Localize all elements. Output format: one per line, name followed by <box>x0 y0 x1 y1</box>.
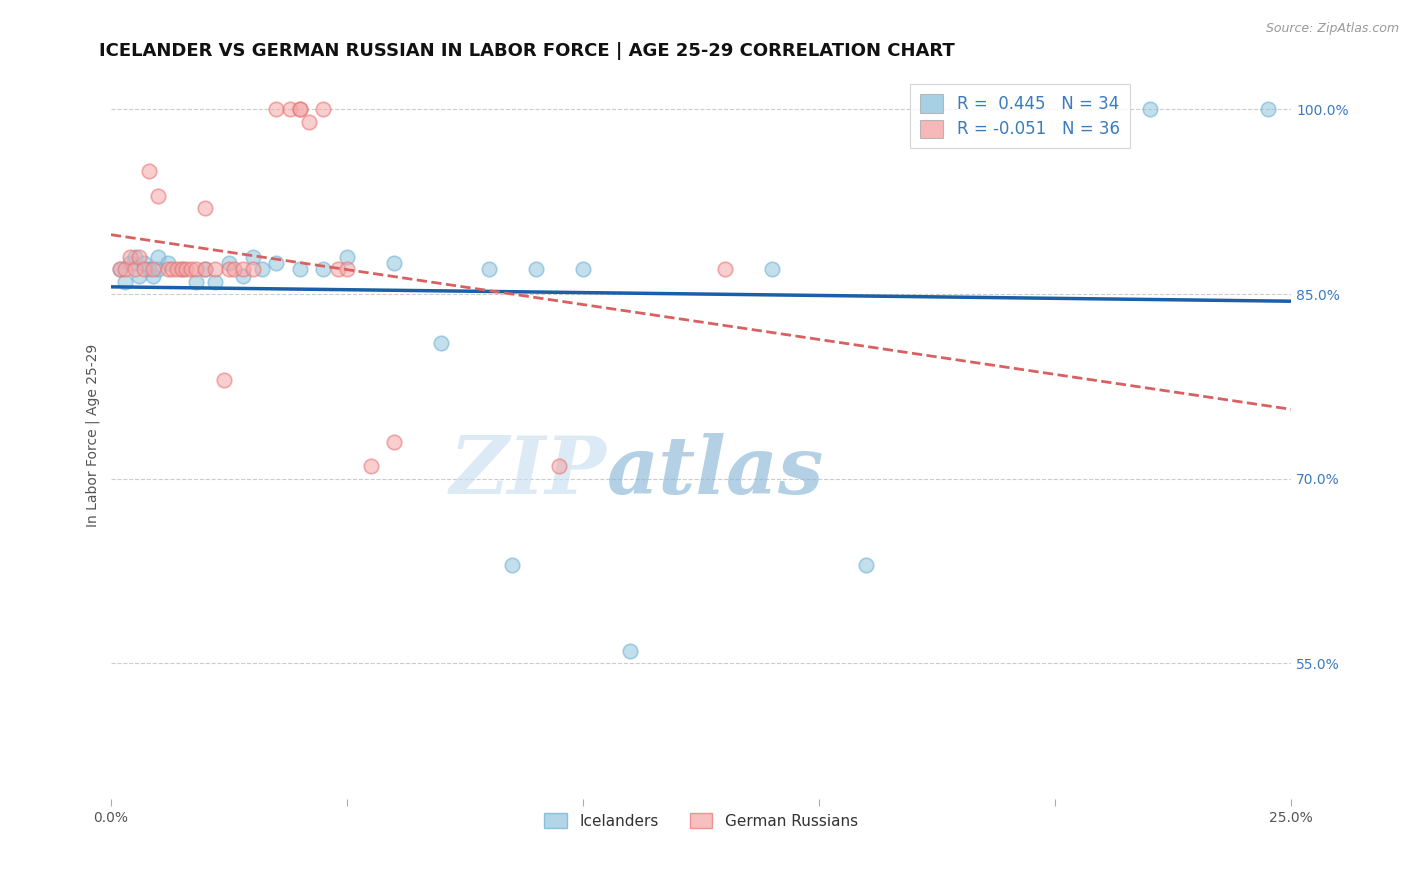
Point <box>132 262 155 277</box>
Point <box>114 262 136 277</box>
Text: ICELANDER VS GERMAN RUSSIAN IN LABOR FORCE | AGE 25-29 CORRELATION CHART: ICELANDER VS GERMAN RUSSIAN IN LABOR FOR… <box>98 42 955 60</box>
Point <box>298 114 321 128</box>
Point <box>170 262 193 277</box>
Point <box>138 262 160 277</box>
Point <box>222 262 245 277</box>
Point <box>264 103 287 117</box>
Point <box>312 103 335 117</box>
Point <box>326 262 349 277</box>
Point <box>288 103 311 117</box>
Point <box>142 262 165 277</box>
Point <box>548 459 571 474</box>
Point <box>1257 103 1279 117</box>
Point <box>114 275 136 289</box>
Text: Source: ZipAtlas.com: Source: ZipAtlas.com <box>1265 22 1399 36</box>
Point <box>288 262 311 277</box>
Point <box>180 262 202 277</box>
Point <box>162 262 184 277</box>
Point <box>194 201 217 215</box>
Point <box>156 262 179 277</box>
Point <box>170 262 193 277</box>
Point <box>288 103 311 117</box>
Point <box>156 256 179 270</box>
Point <box>176 262 198 277</box>
Point <box>218 256 240 270</box>
Point <box>242 250 264 264</box>
Point <box>118 250 141 264</box>
Point <box>184 262 207 277</box>
Point <box>128 268 150 283</box>
Point <box>194 262 217 277</box>
Point <box>501 558 523 572</box>
Point <box>619 644 641 658</box>
Point <box>336 250 359 264</box>
Point <box>524 262 547 277</box>
Point <box>118 256 141 270</box>
Point <box>430 336 453 351</box>
Point <box>142 268 165 283</box>
Point <box>184 275 207 289</box>
Legend: Icelanders, German Russians: Icelanders, German Russians <box>538 806 863 835</box>
Point <box>194 262 217 277</box>
Point <box>312 262 335 277</box>
Point <box>855 558 877 572</box>
Point <box>146 262 169 277</box>
Point <box>264 256 287 270</box>
Point <box>336 262 359 277</box>
Point <box>204 275 226 289</box>
Point <box>204 262 226 277</box>
Point <box>138 164 160 178</box>
Point <box>1139 103 1161 117</box>
Point <box>382 256 405 270</box>
Y-axis label: In Labor Force | Age 25-29: In Labor Force | Age 25-29 <box>86 344 100 527</box>
Point <box>110 262 132 277</box>
Point <box>146 188 169 202</box>
Point <box>146 250 169 264</box>
Point <box>212 373 235 387</box>
Point <box>478 262 501 277</box>
Point <box>382 434 405 449</box>
Point <box>360 459 382 474</box>
Point <box>761 262 783 277</box>
Point <box>713 262 735 277</box>
Point <box>250 262 273 277</box>
Point <box>232 268 254 283</box>
Point <box>218 262 240 277</box>
Point <box>110 262 132 277</box>
Point <box>124 262 146 277</box>
Point <box>166 262 188 277</box>
Point <box>232 262 254 277</box>
Point <box>124 250 146 264</box>
Point <box>278 103 301 117</box>
Text: ZIP: ZIP <box>450 434 606 511</box>
Point <box>128 250 150 264</box>
Text: atlas: atlas <box>606 434 824 511</box>
Point <box>242 262 264 277</box>
Point <box>572 262 595 277</box>
Point <box>132 256 155 270</box>
